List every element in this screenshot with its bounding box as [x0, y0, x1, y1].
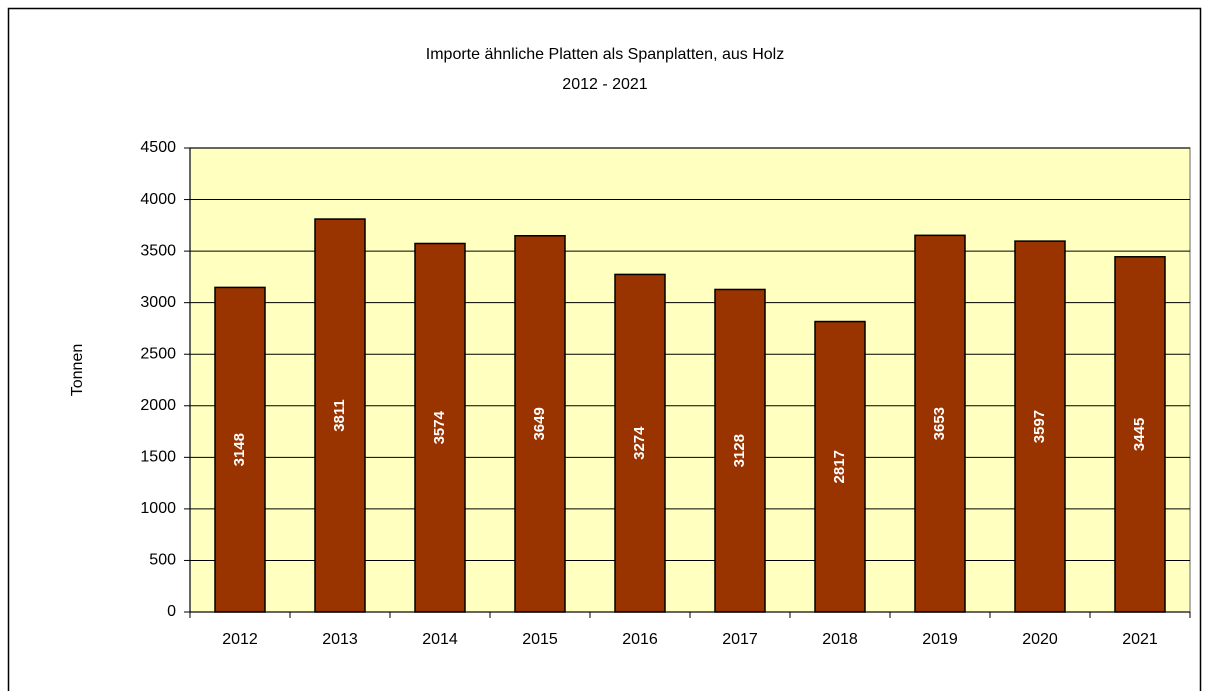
y-tick-label: 0 — [167, 603, 176, 620]
chart-subtitle: 2012 - 2021 — [562, 76, 648, 93]
x-tick-label: 2018 — [822, 631, 858, 648]
x-tick-label: 2021 — [1122, 631, 1158, 648]
x-tick-label: 2015 — [522, 631, 558, 648]
value-label: 3274 — [631, 426, 648, 460]
x-tick-label: 2017 — [722, 631, 758, 648]
x-tick-label: 2016 — [622, 631, 658, 648]
y-tick-label: 3000 — [140, 294, 176, 311]
bar — [214, 286, 266, 613]
y-tick-label: 2000 — [140, 397, 176, 414]
bar — [714, 288, 766, 613]
x-tick-label: 2012 — [222, 631, 258, 648]
bar — [314, 218, 366, 613]
value-label: 3649 — [531, 407, 548, 440]
value-label: 3597 — [1031, 410, 1048, 443]
value-label: 2817 — [831, 450, 848, 483]
value-label: 3574 — [431, 410, 448, 444]
value-label: 3128 — [731, 434, 748, 467]
y-tick-label: 3500 — [140, 242, 176, 259]
x-tick-label: 2014 — [422, 631, 458, 648]
bar — [1114, 256, 1166, 613]
bar — [914, 234, 966, 613]
bar — [414, 242, 466, 613]
x-tick-label: 2020 — [1022, 631, 1058, 648]
value-label: 3148 — [231, 433, 248, 466]
y-tick-label: 4500 — [140, 139, 176, 156]
x-tick-label: 2013 — [322, 631, 358, 648]
y-axis-label: Tonnen — [69, 344, 86, 397]
value-label: 3445 — [1131, 418, 1148, 451]
y-tick-label: 1000 — [140, 500, 176, 517]
value-label: 3811 — [331, 399, 348, 432]
x-tick-label: 2019 — [922, 631, 958, 648]
bar — [1014, 240, 1066, 613]
y-tick-label: 4000 — [140, 191, 176, 208]
y-tick-label: 500 — [149, 552, 176, 569]
bar — [614, 273, 666, 613]
y-tick-label: 1500 — [140, 449, 176, 466]
chart-title: Importe ähnliche Platten als Spanplatten… — [426, 46, 784, 63]
bar — [814, 320, 866, 613]
value-label: 3653 — [931, 407, 948, 440]
bar — [514, 234, 566, 613]
y-tick-label: 2500 — [140, 345, 176, 362]
